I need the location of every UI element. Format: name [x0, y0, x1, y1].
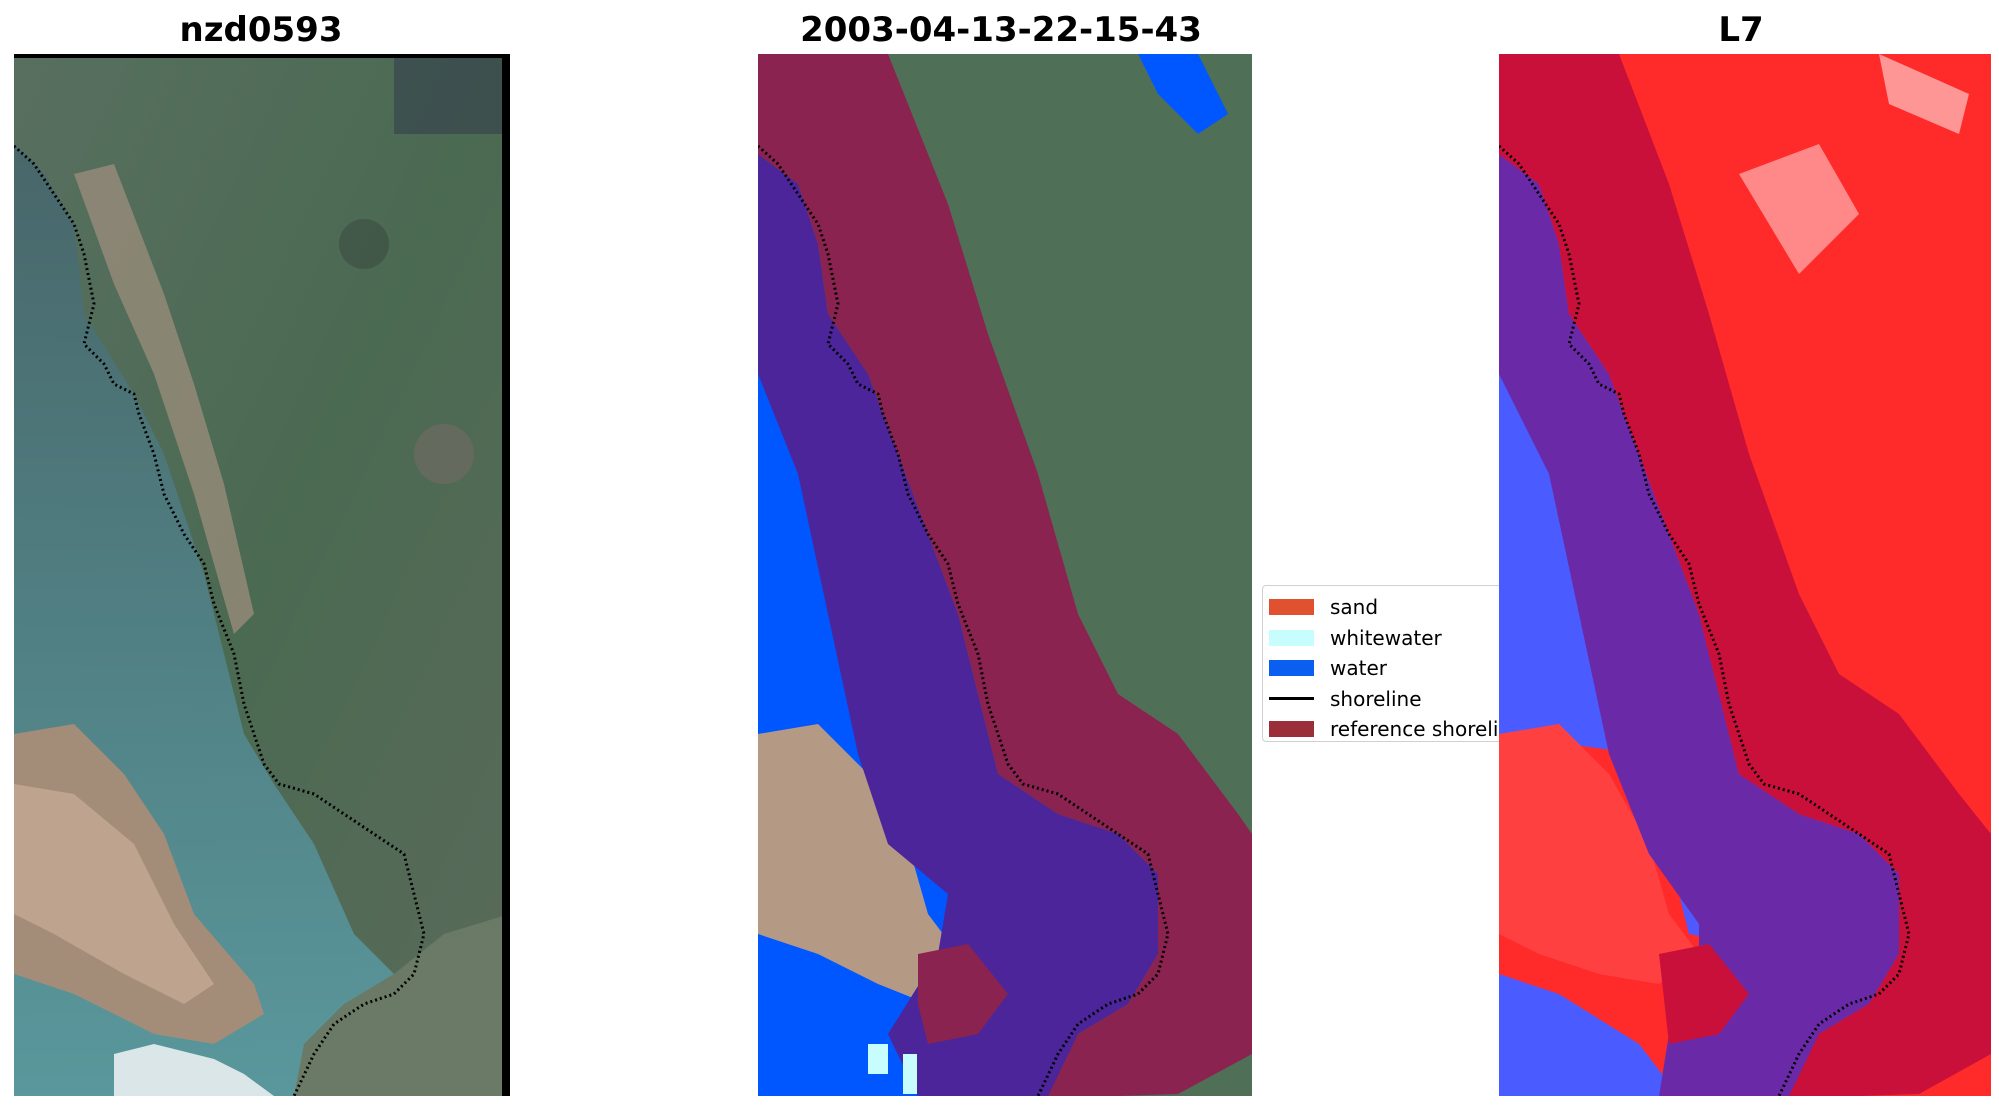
legend-label: whitewater [1330, 625, 1442, 650]
legend-item-whitewater: whitewater [1263, 623, 1501, 654]
shoreline-swatch [1269, 697, 1314, 701]
legend-item-water: water [1263, 653, 1501, 684]
panel-title-index: L7 [1718, 10, 1764, 50]
legend-item-shoreline: shoreline [1263, 684, 1501, 715]
panel-title-rgb: nzd0593 [179, 10, 343, 50]
legend-label: water [1330, 656, 1387, 681]
legend: sand whitewater water shoreline referenc… [1262, 585, 1502, 742]
classification-panel [758, 54, 1252, 1096]
reference-shoreline-swatch [1269, 721, 1314, 738]
legend-item-sand: sand [1263, 592, 1501, 623]
whitewater-swatch [1269, 629, 1314, 646]
legend-label: shoreline [1330, 686, 1422, 711]
index-panel [1499, 54, 1991, 1096]
rgb-image-panel [14, 54, 510, 1096]
legend-label: reference shoreline [1330, 717, 1501, 742]
panel-title-classification: 2003-04-13-22-15-43 [800, 10, 1202, 50]
water-swatch [1269, 660, 1314, 677]
sand-swatch [1269, 599, 1314, 616]
legend-item-reference-shoreline: reference shoreline [1263, 714, 1501, 742]
legend-label: sand [1330, 595, 1379, 620]
